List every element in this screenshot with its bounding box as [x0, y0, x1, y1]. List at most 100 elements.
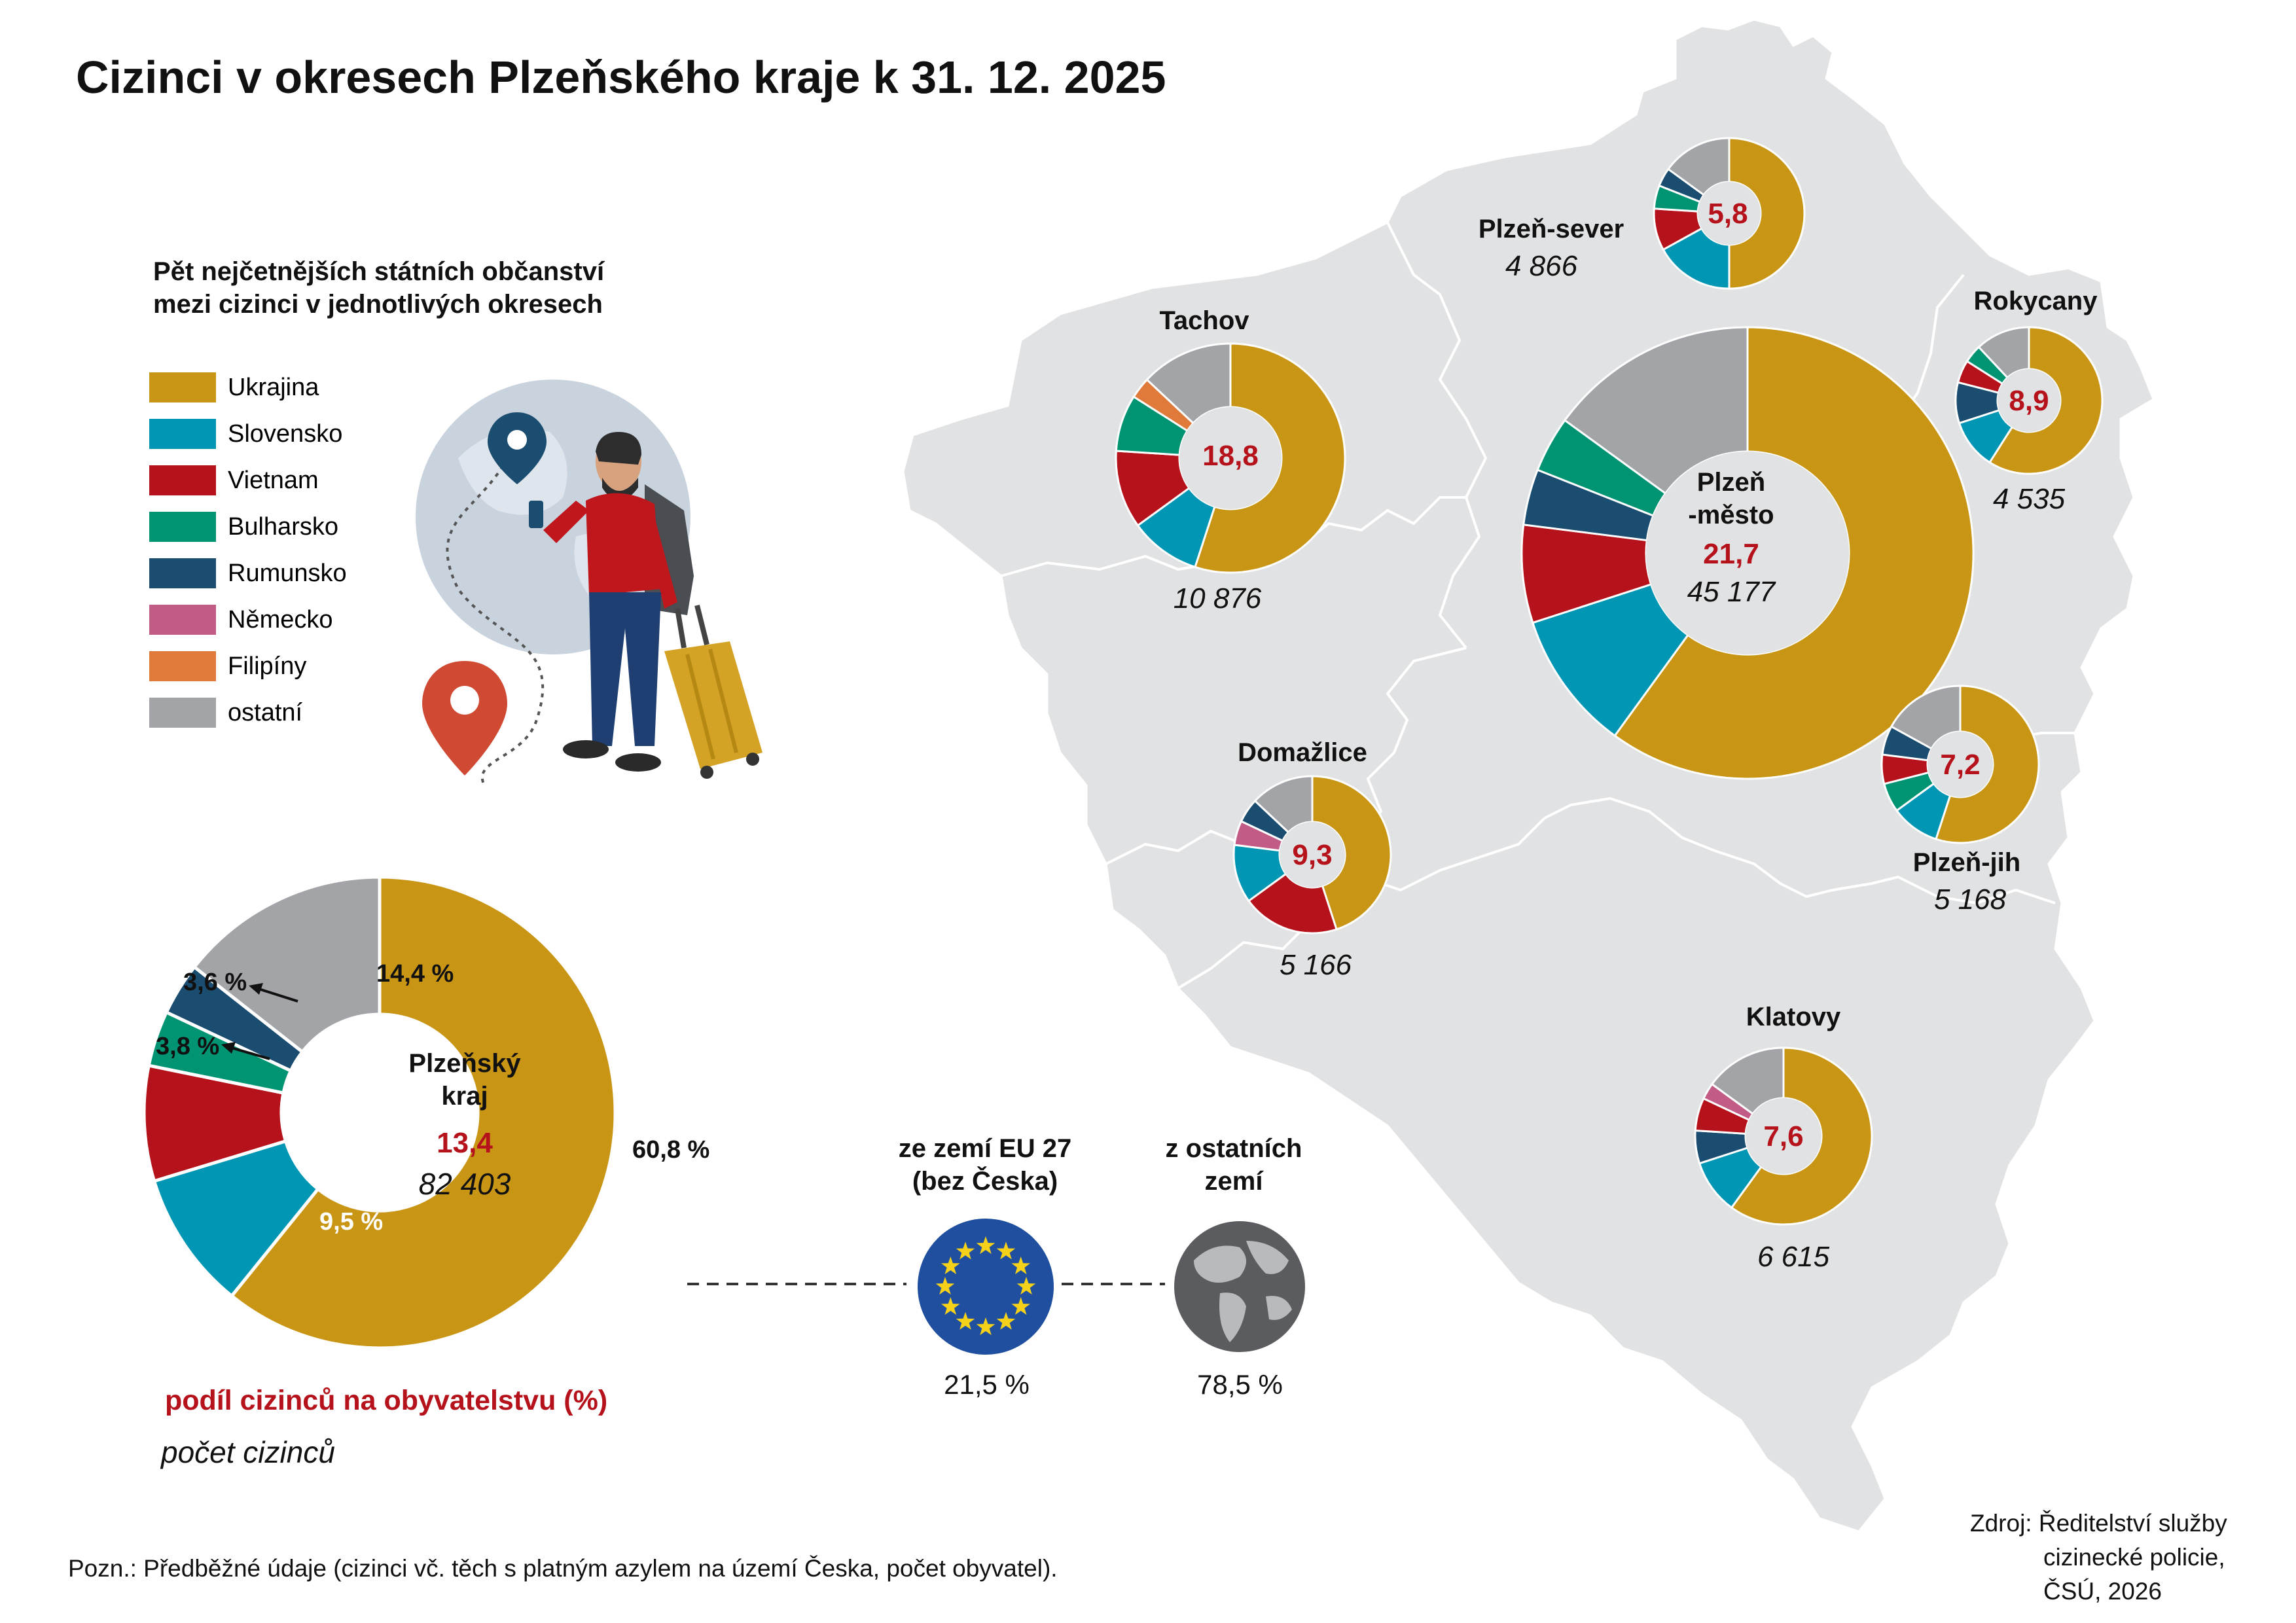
source-line1: Zdroj: Ředitelství služby — [1970, 1510, 2227, 1537]
legend-label: Rumunsko — [228, 560, 347, 587]
eu-star-icon — [976, 1236, 996, 1255]
district-name-klatovy: Klatovy — [1746, 1003, 1841, 1031]
count-explanation: počet cizinců — [161, 1435, 335, 1469]
eu-star-icon — [941, 1257, 960, 1275]
legend-label: Bulharsko — [228, 513, 338, 541]
region-border-ps-west — [1386, 222, 1488, 649]
legend-swatch — [149, 605, 216, 635]
pie-hole-kraj — [281, 1014, 478, 1211]
legend-swatch — [149, 558, 216, 588]
district-share-klatovy: 7,6 — [1763, 1120, 1804, 1152]
district-name-plzen-jih: Plzeň-jih — [1912, 848, 2021, 877]
eu-star-icon — [956, 1241, 975, 1260]
kraj-title: Plzeňský kraj — [406, 1047, 524, 1113]
legend-heading-line2: mezi cizinci v jednotlivých okresech — [153, 290, 603, 319]
district-name-domazlice: Domažlice — [1238, 738, 1367, 767]
legend-heading: Pět nejčetnějších státních občanství mez… — [153, 255, 604, 321]
location-pin-icon-blue — [488, 412, 547, 484]
kraj-label-ostatni: 14,4 % — [376, 960, 454, 988]
eu-star-icon — [996, 1241, 1016, 1260]
page-title: Cizinci v okresech Plzeňského kraje k 31… — [76, 52, 1166, 103]
eu-star-icon — [941, 1297, 960, 1315]
eu-origin-label: ze zemí EU 27 (bez Česka) — [890, 1132, 1080, 1198]
eu-label-line2: (bez Česka) — [912, 1167, 1058, 1196]
district-share-plzen-sever: 5,8 — [1708, 198, 1748, 230]
kraj-label-rumunsko: 3,6 % — [183, 969, 247, 996]
pie-domazlice — [1232, 775, 1392, 935]
legend-label: Slovensko — [228, 420, 343, 448]
pie-plzen-sever — [1653, 137, 1806, 290]
other-origin-label: z ostatních zemí — [1139, 1132, 1329, 1198]
source-line2: cizinecké policie, — [2043, 1544, 2225, 1571]
kraj-title-line2: kraj — [441, 1082, 488, 1111]
eu-star-icon — [1011, 1297, 1030, 1315]
district-share-rokycany: 8,9 — [2009, 385, 2049, 417]
district-share-plzen-jih: 7,2 — [1940, 749, 1981, 781]
pie-hole-rokycany — [1998, 369, 2060, 432]
legend-swatch — [149, 419, 216, 449]
district-name-rokycany: Rokycany — [1973, 287, 2098, 315]
district-count-rokycany: 4 535 — [1992, 483, 2066, 515]
district-name-plzen-sever: Plzeň-sever — [1478, 215, 1624, 243]
kraj-label-bulharsko: 3,8 % — [156, 1033, 220, 1060]
pie-hole-klatovy — [1746, 1098, 1821, 1174]
source-line3: ČSÚ, 2026 — [2043, 1578, 2162, 1605]
eu-star-icon — [1011, 1257, 1030, 1275]
eu-origin-value: 21,5 % — [944, 1369, 1030, 1400]
eu-star-icon — [996, 1311, 1016, 1330]
legend-swatch — [149, 698, 216, 728]
pie-slice-domazlice-ostatní — [1253, 775, 1314, 834]
share-explanation: podíl cizinců na obyvatelstvu (%) — [165, 1385, 608, 1416]
pie-rokycany — [1954, 326, 2104, 475]
district-count-plzen-jih: 5 168 — [1933, 883, 2007, 916]
district-count-plzen-sever: 4 866 — [1505, 250, 1578, 282]
pie-plzen-mesto — [1520, 326, 1975, 780]
legend-swatch — [149, 465, 216, 495]
eu-star-icon — [1016, 1277, 1036, 1295]
flight-path — [446, 431, 545, 786]
pie-kraj — [142, 875, 617, 1350]
legend-label: Filipíny — [228, 652, 307, 680]
legend-swatch — [149, 512, 216, 542]
traveler-person-icon — [529, 432, 694, 772]
arrow-bulharsko — [228, 1046, 270, 1060]
district-name-tachov: Tachov — [1159, 306, 1249, 335]
district-count-klatovy: 6 615 — [1757, 1241, 1830, 1273]
pie-tachov — [1115, 342, 1346, 574]
kraj-share: 13,4 — [437, 1127, 493, 1159]
legend-label: ostatní — [228, 699, 303, 726]
district-share-plzen-mesto: 21,7 — [1703, 538, 1759, 570]
legend-label: Ukrajina — [228, 374, 319, 401]
kraj-title-line1: Plzeňský — [408, 1049, 521, 1078]
district-name-plzen-mesto: Plzeň -město — [1666, 466, 1797, 531]
district-share-tachov: 18,8 — [1202, 440, 1259, 472]
location-pin-icon-red — [422, 661, 507, 776]
eu-flag-icon — [918, 1219, 1054, 1355]
legend-heading-line1: Pět nejčetnějších státních občanství — [153, 257, 605, 286]
other-label-line1: z ostatních — [1165, 1134, 1302, 1163]
region-border-tachov — [1001, 554, 1218, 577]
other-label-line2: zemí — [1204, 1167, 1263, 1196]
suitcase-icon — [664, 605, 762, 779]
district-count-plzen-mesto: 45 177 — [1687, 576, 1776, 608]
district-share-domazlice: 9,3 — [1292, 839, 1333, 871]
pie-hole-tachov — [1179, 407, 1282, 509]
pie-plzen-jih — [1880, 685, 2040, 844]
source-note: Zdroj: Ředitelství služby cizinecké poli… — [1970, 1507, 2284, 1609]
eu-label-line1: ze zemí EU 27 — [898, 1134, 1072, 1163]
eu-star-icon — [956, 1311, 975, 1330]
legend-label: Německo — [228, 606, 333, 633]
legend-swatch — [149, 651, 216, 681]
pie-klatovy — [1694, 1046, 1873, 1226]
district-count-domazlice: 5 166 — [1279, 949, 1352, 981]
kraj-label-vietnam: 7,9 % — [289, 1123, 353, 1150]
eu-star-icon — [935, 1277, 955, 1295]
pie-hole-plzen-jih — [1928, 732, 1993, 797]
other-origin-value: 78,5 % — [1197, 1369, 1283, 1400]
footnote: Pozn.: Předběžné údaje (cizinci vč. těch… — [68, 1555, 1058, 1582]
district-count-tachov: 10 876 — [1173, 582, 1262, 615]
pie-hole-plzen-mesto — [1646, 452, 1849, 654]
